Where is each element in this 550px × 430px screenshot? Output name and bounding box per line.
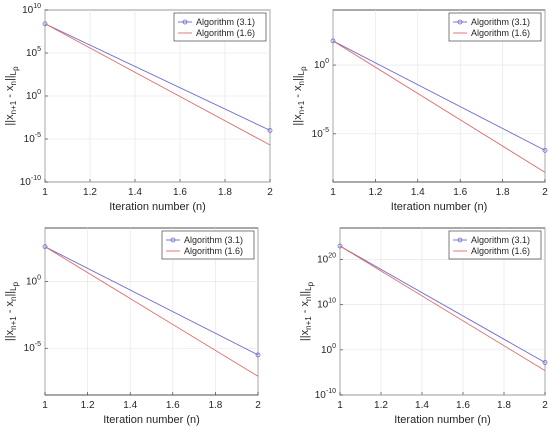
legend-entry: Algorithm (3.1) [471, 17, 530, 27]
data-point [42, 244, 48, 250]
series-line-2 [44, 23, 271, 146]
x-axis-label: Iteration number (n) [394, 414, 491, 426]
legend-marker [457, 237, 463, 243]
x-tick-label: 1.6 [453, 187, 467, 198]
y-tick-label: 1010 [317, 298, 336, 311]
x-tick-label: 1.2 [81, 400, 95, 411]
legend-box [448, 230, 542, 260]
legend-marker [457, 19, 463, 25]
x-tick-label: 1.2 [368, 187, 382, 198]
y-tick-label: 10-5 [24, 132, 41, 145]
legend: Algorithm (3.1)Algorithm (1.6) [448, 12, 542, 42]
x-axis-label: Iteration number (n) [391, 201, 488, 213]
y-tick-label: 10-10 [20, 175, 41, 188]
legend-marker [182, 19, 188, 25]
x-tick-label: 1.2 [374, 400, 388, 411]
legend-entry: Algorithm (1.6) [184, 246, 243, 256]
chart-panel-4: 1 1.2 1.4 1.6 1.8 2 10-10 100 1010 1020 Algorithm … [299, 227, 548, 426]
series-line-2 [332, 40, 546, 173]
y-tick-label: 1020 [317, 253, 336, 266]
y-axis-label: ||xn+1 - xn||Lp [4, 281, 20, 341]
x-tick-label: 1.6 [166, 400, 180, 411]
x-tick-label: 1 [330, 187, 336, 198]
legend-entry: Algorithm (1.6) [196, 28, 255, 38]
y-tick-label: 10-10 [315, 388, 336, 401]
x-tick-label: 1.4 [128, 187, 142, 198]
y-tick-label: 1010 [22, 3, 41, 16]
data-point [337, 243, 343, 249]
legend-entry: Algorithm (3.1) [196, 17, 255, 27]
x-tick-label: 2 [542, 400, 548, 411]
legend-box [161, 230, 255, 260]
x-tick-label: 1.4 [411, 187, 425, 198]
x-tick-label: 1.8 [496, 187, 510, 198]
chart-panel-2: 1 1.2 1.4 1.6 1.8 2 10-5 100 Algorithm (3.1)Algo… [292, 9, 548, 213]
x-tick-label: 1.8 [497, 400, 511, 411]
x-tick-label: 1.6 [456, 400, 470, 411]
y-tick-label: 10-5 [24, 341, 41, 354]
x-axis-label: Iteration number (n) [103, 414, 200, 426]
y-tick-label: 105 [26, 46, 41, 59]
series-line-1 [332, 40, 546, 151]
x-tick-label: 1.4 [415, 400, 429, 411]
y-axis-label: ||xn+1 - xn||Lp [4, 66, 20, 126]
data-point [542, 360, 548, 365]
y-tick-label: 100 [26, 274, 41, 287]
legend-box [448, 12, 542, 42]
chart-panel-3: 1 1.2 1.4 1.6 1.8 2 10-5 100 Algorithm (3.1)Algo… [4, 227, 261, 426]
y-tick-label: 100 [321, 343, 336, 356]
y-axis-label: ||xn+1 - xn||Lp [292, 66, 308, 126]
x-tick-label: 1 [42, 400, 48, 411]
series-line-1 [44, 246, 259, 356]
legend-entry: Algorithm (3.1) [184, 235, 243, 245]
series-line-1 [339, 245, 546, 363]
x-tick-label: 1.2 [83, 187, 97, 198]
legend-entry: Algorithm (3.1) [471, 235, 530, 245]
data-point [255, 352, 261, 358]
x-tick-label: 1.6 [173, 187, 187, 198]
x-tick-label: 2 [267, 187, 273, 198]
y-tick-label: 100 [26, 89, 41, 102]
x-tick-label: 1.8 [208, 400, 222, 411]
data-point [267, 127, 273, 133]
legend-marker [170, 237, 176, 243]
x-tick-label: 1 [42, 187, 48, 198]
legend: Algorithm (3.1)Algorithm (1.6) [448, 230, 542, 260]
series-line-2 [339, 245, 546, 372]
legend: Algorithm (3.1)Algorithm (1.6) [161, 230, 255, 260]
legend-entry: Algorithm (1.6) [471, 246, 530, 256]
x-tick-label: 1.8 [218, 187, 232, 198]
legend-box [173, 12, 267, 42]
chart-panel-1: 1 1.2 1.4 1.6 1.8 2 10-10 10-5 100 105 1010 Algorit… [4, 3, 273, 213]
data-point [42, 21, 48, 27]
x-tick-label: 2 [542, 187, 548, 198]
data-point [542, 147, 548, 153]
series-line-1 [44, 23, 271, 131]
x-tick-label: 1.4 [123, 400, 137, 411]
y-tick-label: 100 [314, 58, 329, 71]
y-tick-label: 10-5 [312, 127, 329, 140]
y-axis-label: ||xn+1 - xn||Lp [299, 281, 315, 341]
legend: Algorithm (3.1)Algorithm (1.6) [173, 12, 267, 42]
series-line-2 [44, 246, 259, 377]
data-point [330, 38, 336, 44]
x-tick-label: 2 [255, 400, 261, 411]
x-axis-label: Iteration number (n) [109, 201, 206, 213]
legend-entry: Algorithm (1.6) [471, 28, 530, 38]
x-tick-label: 1 [337, 400, 343, 411]
